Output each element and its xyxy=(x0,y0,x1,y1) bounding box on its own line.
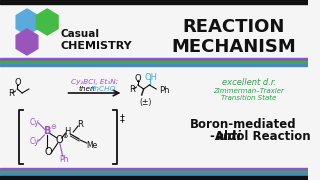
Text: O: O xyxy=(56,135,64,145)
Text: ‡: ‡ xyxy=(119,113,124,123)
Text: Cy: Cy xyxy=(30,118,40,127)
Text: H: H xyxy=(64,127,71,136)
Text: Boron-mediated: Boron-mediated xyxy=(189,118,296,130)
Text: CHEMISTRY: CHEMISTRY xyxy=(61,41,132,51)
Text: ⊕: ⊕ xyxy=(62,134,67,138)
Text: R: R xyxy=(129,84,135,93)
Text: O: O xyxy=(14,78,21,87)
Polygon shape xyxy=(36,9,58,35)
Bar xyxy=(0,64,308,66)
Bar xyxy=(0,61,308,63)
Polygon shape xyxy=(16,9,38,35)
Text: OH: OH xyxy=(145,73,158,82)
Bar xyxy=(0,170,308,172)
Text: Ph: Ph xyxy=(159,86,170,94)
Text: Transition State: Transition State xyxy=(221,95,276,101)
Text: anti: anti xyxy=(215,129,241,143)
Text: Casual: Casual xyxy=(61,29,100,39)
Text: Me: Me xyxy=(86,141,97,150)
Bar xyxy=(0,58,308,60)
Text: Cy: Cy xyxy=(30,136,40,145)
Bar xyxy=(0,168,308,170)
Polygon shape xyxy=(16,29,38,55)
Text: Zimmerman–Traxler: Zimmerman–Traxler xyxy=(213,88,284,94)
Bar xyxy=(0,176,308,180)
Text: Ph: Ph xyxy=(59,156,68,165)
Text: R: R xyxy=(8,89,13,98)
Text: then: then xyxy=(78,86,95,92)
Text: O: O xyxy=(134,73,141,82)
Text: O: O xyxy=(44,147,52,157)
Bar xyxy=(0,173,308,175)
Text: Cy₂BCl, Et₃N;: Cy₂BCl, Et₃N; xyxy=(71,79,118,85)
Text: REACTION: REACTION xyxy=(182,18,284,36)
Bar xyxy=(0,0,308,4)
Text: MECHANISM: MECHANISM xyxy=(171,38,296,56)
Text: R: R xyxy=(77,120,83,129)
Text: excellent d.r.: excellent d.r. xyxy=(221,78,276,87)
Text: B: B xyxy=(44,126,51,136)
Text: (±): (±) xyxy=(139,98,152,107)
Text: PhCHO: PhCHO xyxy=(91,86,116,92)
Text: -Aldol Reaction: -Aldol Reaction xyxy=(210,129,310,143)
Text: ⊖: ⊖ xyxy=(50,124,56,130)
